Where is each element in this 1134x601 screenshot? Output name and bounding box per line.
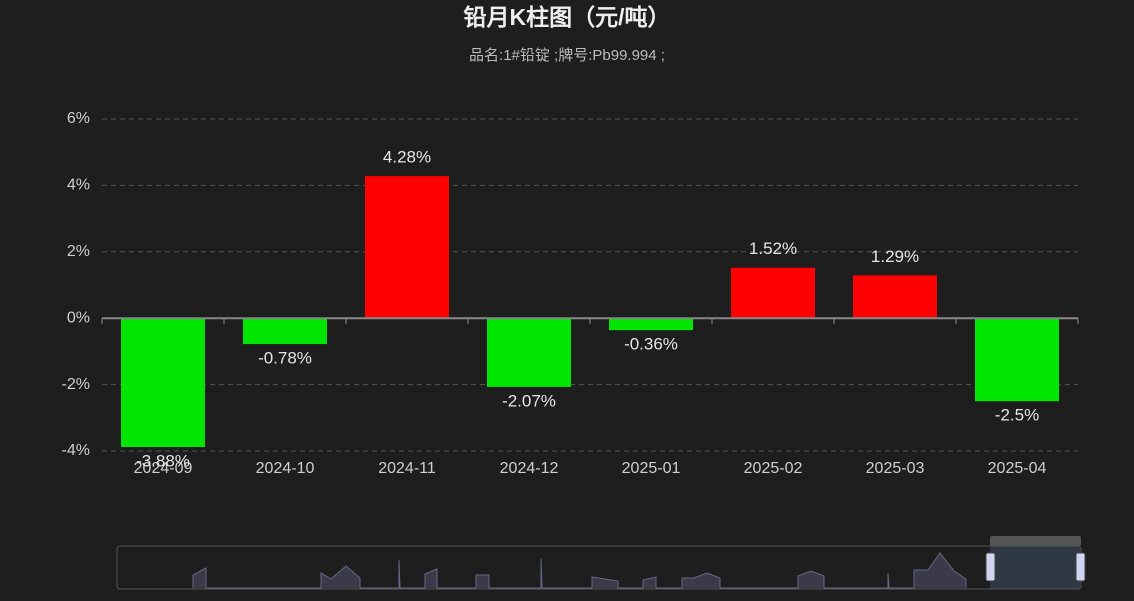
bar bbox=[975, 318, 1059, 402]
y-tick-label: -4% bbox=[62, 442, 90, 459]
x-tick-label: 2024-11 bbox=[378, 460, 436, 477]
y-tick-label: 6% bbox=[67, 110, 90, 127]
x-tick-label: 2025-03 bbox=[866, 460, 925, 477]
zoom-move-handle[interactable] bbox=[990, 536, 1081, 546]
y-tick-label: 0% bbox=[67, 309, 90, 326]
y-tick-label: -2% bbox=[62, 376, 90, 393]
data-label: 4.28% bbox=[383, 148, 431, 167]
data-zoom[interactable] bbox=[116, 536, 1086, 590]
bar bbox=[487, 318, 571, 387]
bar bbox=[121, 318, 205, 448]
bar bbox=[243, 318, 327, 345]
bar bbox=[731, 267, 815, 319]
y-tick-label: 2% bbox=[67, 243, 90, 260]
data-label: -0.78% bbox=[258, 349, 312, 368]
data-label: 1.52% bbox=[749, 239, 797, 258]
data-label: 1.29% bbox=[871, 247, 919, 266]
y-tick-label: 4% bbox=[67, 177, 90, 194]
bar bbox=[853, 275, 937, 319]
data-label: -2.07% bbox=[502, 391, 556, 410]
data-label: -2.5% bbox=[995, 406, 1039, 425]
zoom-handle-right[interactable] bbox=[1075, 552, 1086, 582]
chart-subtitle: 品名:1#铅锭 ;牌号:Pb99.994 ; bbox=[469, 47, 665, 64]
x-tick-label: 2025-02 bbox=[744, 460, 803, 477]
zoom-selection[interactable] bbox=[990, 546, 1080, 589]
x-tick-label: 2024-12 bbox=[500, 460, 559, 477]
zoom-handle-left[interactable] bbox=[985, 552, 996, 582]
data-label: -0.36% bbox=[624, 335, 678, 354]
x-tick-label: 2025-01 bbox=[622, 460, 681, 477]
zoom-preview bbox=[192, 552, 967, 589]
chart-title: 铅月K柱图（元/吨） bbox=[464, 4, 671, 30]
x-tick-label: 2024-09 bbox=[134, 460, 193, 477]
x-tick-label: 2024-10 bbox=[256, 460, 315, 477]
data-label: -3.88% bbox=[136, 452, 190, 471]
bar bbox=[609, 318, 693, 331]
x-tick-label: 2025-04 bbox=[988, 460, 1047, 477]
bar bbox=[365, 176, 449, 319]
